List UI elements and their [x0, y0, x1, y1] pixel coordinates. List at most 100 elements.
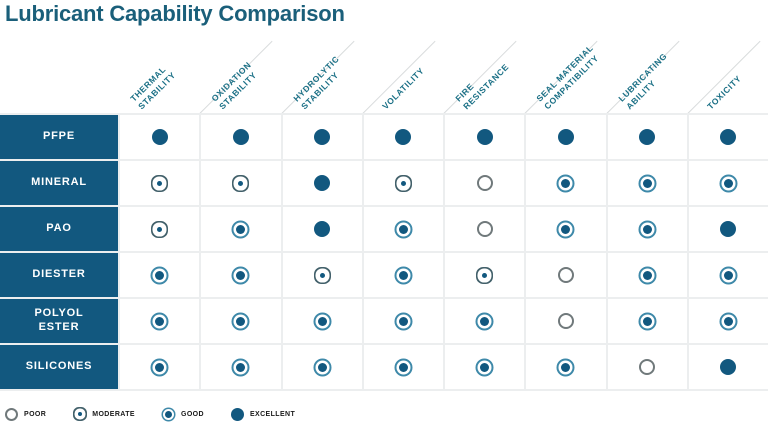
column-header: FIRE RESISTANCE	[453, 61, 511, 112]
rating-cell	[363, 299, 443, 343]
legend-label: GOOD	[180, 410, 204, 418]
rating-cell	[445, 207, 525, 251]
rating-poor-icon	[476, 221, 493, 237]
comparison-table: PFPE MINERAL PAO DIESTER POLYOL ESTER SILICON…	[0, 113, 768, 391]
rating-cell	[526, 345, 606, 389]
rating-cell	[688, 115, 768, 159]
rating-poor-icon	[639, 359, 656, 375]
column-header: HYDROLYTIC STABILITY	[290, 53, 341, 112]
rating-cell	[201, 299, 281, 343]
rating-good-icon	[236, 270, 246, 280]
rating-excellent-icon	[314, 175, 331, 191]
rating-good-icon	[161, 407, 176, 422]
rating-cell	[688, 161, 768, 205]
row-label: PAO	[0, 207, 118, 251]
rating-moderate-icon	[482, 272, 488, 278]
rating-poor-icon	[476, 175, 493, 191]
rating-cell	[526, 207, 606, 251]
rating-moderate-icon	[400, 180, 406, 186]
rating-excellent-icon	[232, 129, 249, 145]
column-header: OXIDATION STABILITY	[209, 59, 259, 112]
rating-good-icon	[398, 270, 408, 280]
rating-good-icon	[723, 178, 733, 188]
header-divider-line	[361, 40, 436, 116]
rating-excellent-icon	[720, 129, 737, 145]
rating-excellent-icon	[720, 221, 737, 237]
rating-cell	[607, 345, 687, 389]
legend-item: MODERATE	[72, 407, 135, 422]
rating-cell	[445, 299, 525, 343]
rating-good-icon	[236, 362, 246, 372]
rating-excellent-icon	[151, 129, 168, 145]
rating-cell	[526, 253, 606, 297]
rating-cell	[201, 253, 281, 297]
rating-good-icon	[236, 316, 246, 326]
rating-cell	[607, 299, 687, 343]
rating-cell	[526, 115, 606, 159]
legend-item: EXCELLENT	[230, 407, 295, 422]
rating-good-icon	[155, 362, 165, 372]
rating-good-icon	[317, 362, 327, 372]
rating-cell	[363, 253, 443, 297]
rating-cell	[688, 345, 768, 389]
rating-cell	[526, 299, 606, 343]
rating-good-icon	[480, 316, 490, 326]
rating-cell	[282, 253, 362, 297]
rating-cell	[445, 115, 525, 159]
rating-poor-icon	[557, 267, 574, 283]
column-header: LUBRICATING ABILITY	[615, 50, 669, 112]
rating-cell	[363, 345, 443, 389]
rating-good-icon	[236, 224, 246, 234]
column-headers: THERMAL STABILITY OXIDATION STABILITY HYDR…	[118, 30, 768, 116]
rating-cell	[120, 207, 200, 251]
rating-moderate-icon	[157, 226, 163, 232]
rating-poor-icon	[4, 407, 19, 422]
rating-good-icon	[642, 224, 652, 234]
rating-good-icon	[480, 362, 490, 372]
rating-good-icon	[642, 270, 652, 280]
rating-cell	[120, 115, 200, 159]
rating-cell	[445, 161, 525, 205]
rating-poor-icon	[557, 313, 574, 329]
header-divider-line	[686, 40, 761, 116]
rating-good-icon	[561, 178, 571, 188]
rating-cell	[282, 345, 362, 389]
rating-moderate-icon	[72, 407, 87, 422]
row-label: MINERAL	[0, 161, 118, 205]
rating-cell	[120, 345, 200, 389]
legend-label: MODERATE	[92, 410, 135, 418]
column-header: THERMAL STABILITY	[128, 64, 178, 112]
rating-cell	[445, 253, 525, 297]
rating-excellent-icon	[720, 359, 737, 375]
rating-moderate-icon	[157, 180, 163, 186]
rating-good-icon	[398, 362, 408, 372]
legend-label: POOR	[24, 410, 47, 418]
rating-excellent-icon	[230, 407, 245, 422]
rating-good-icon	[723, 270, 733, 280]
rating-good-icon	[642, 316, 652, 326]
rating-cell	[282, 207, 362, 251]
rating-excellent-icon	[476, 129, 493, 145]
rating-moderate-icon	[319, 272, 325, 278]
row-label: PFPE	[0, 115, 118, 159]
rating-cell	[688, 207, 768, 251]
legend-item: GOOD	[161, 407, 204, 422]
rating-excellent-icon	[314, 221, 331, 237]
rating-cell	[688, 299, 768, 343]
page-title: Lubricant Capability Comparison	[5, 1, 345, 26]
rating-excellent-icon	[314, 129, 331, 145]
rating-good-icon	[155, 316, 165, 326]
row-label: DIESTER	[0, 253, 118, 297]
legend-item: POOR	[4, 407, 46, 422]
rating-good-icon	[398, 316, 408, 326]
rating-good-icon	[398, 224, 408, 234]
rating-moderate-icon	[238, 180, 244, 186]
rating-cell	[120, 253, 200, 297]
rating-excellent-icon	[639, 129, 656, 145]
column-header: TOXICITY	[704, 73, 744, 112]
rating-cell	[201, 207, 281, 251]
rating-cell	[201, 161, 281, 205]
rating-good-icon	[561, 362, 571, 372]
rating-excellent-icon	[557, 129, 574, 145]
